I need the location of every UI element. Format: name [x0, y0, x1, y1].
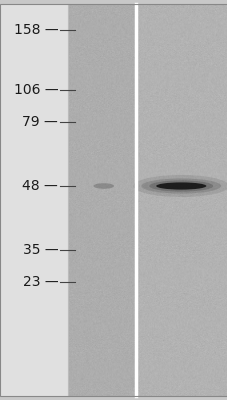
- Ellipse shape: [149, 180, 212, 192]
- Text: 79 —: 79 —: [22, 115, 58, 129]
- Ellipse shape: [133, 175, 227, 197]
- Text: 35 —: 35 —: [22, 243, 58, 257]
- Text: 23 —: 23 —: [22, 275, 58, 289]
- Ellipse shape: [155, 182, 205, 190]
- Text: 158 —: 158 —: [13, 23, 58, 37]
- Text: 48 —: 48 —: [22, 179, 58, 193]
- Text: 106 —: 106 —: [13, 83, 58, 97]
- Bar: [0, 4, 68, 396]
- Ellipse shape: [141, 178, 220, 194]
- Ellipse shape: [93, 183, 114, 189]
